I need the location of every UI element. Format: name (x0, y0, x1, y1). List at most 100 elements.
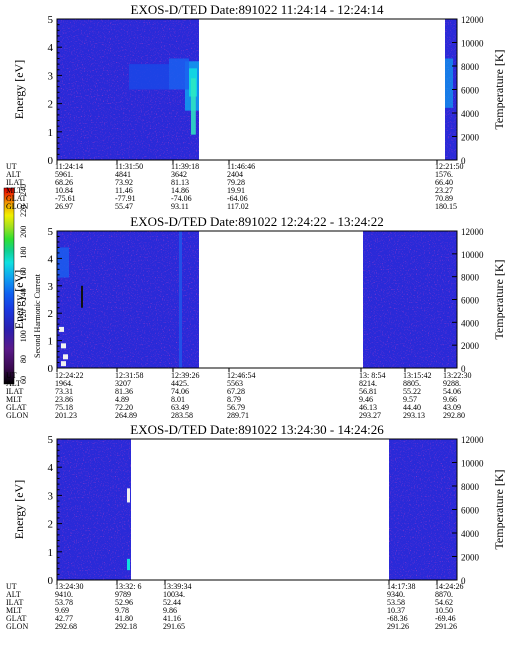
y-tick-label: 5 (48, 434, 54, 446)
ephemeris-value: 291.26 (435, 622, 457, 631)
ephemeris-value: 11:39:18 (171, 162, 199, 171)
y2-tick-label: 12000 (461, 15, 484, 25)
data-span-texture (57, 231, 199, 368)
ephemeris-value: 11:24:14 (55, 162, 83, 171)
ephemeris-value: 12:39:26 (171, 371, 199, 380)
y-axis-label: Energy [eV] (12, 270, 26, 329)
chart-title: EXOS-D/TED Date:891022 11:24:14 - 12:24:… (131, 2, 384, 17)
ephemeris-value: 10034. (163, 590, 185, 599)
y2-tick-label: 6000 (461, 506, 480, 516)
ephemeris-row-label: GLAT (6, 614, 27, 623)
y2-tick-label: 12000 (461, 435, 484, 445)
y-tick-label: 3 (48, 490, 54, 502)
ephemeris-value: 41.80 (115, 614, 133, 623)
ephemeris-value: 1576. (435, 170, 453, 179)
ephemeris-row-label: UT (6, 371, 17, 380)
y2-axis-label: Temperature [K] (492, 259, 505, 339)
ephemeris-value: 9.69 (55, 606, 69, 615)
ephemeris-row-label: ILAT (6, 598, 23, 607)
ephemeris-row-label: UT (6, 162, 17, 171)
ephemeris-value: 180.15 (435, 202, 457, 211)
ephemeris-value: 75.18 (55, 403, 73, 412)
y-tick-label: 3 (48, 281, 54, 293)
y2-tick-label: 10000 (461, 459, 484, 469)
ephemeris-value: -75.61 (55, 194, 76, 203)
y-tick-label: 4 (48, 462, 54, 474)
colorbar-tick-label: 100 (19, 330, 28, 342)
signal-band (129, 64, 169, 90)
y-axis-label: Energy [eV] (12, 480, 26, 539)
y2-tick-label: 0 (461, 576, 466, 586)
colorbar-tick-label: 180 (19, 247, 28, 259)
ephemeris-row-label: GLON (6, 411, 28, 420)
ephemeris-value: 292.18 (115, 622, 137, 631)
ephemeris-value: 56.81 (359, 387, 377, 396)
chart-panel: EXOS-D/TED Date:891022 12:24:22 - 13:24:… (6, 214, 505, 420)
y2-tick-label: 12000 (461, 227, 484, 237)
ephemeris-value: 14:17:38 (387, 582, 415, 591)
y-tick-label: 2 (48, 308, 54, 320)
ephemeris-value: -77.91 (115, 194, 136, 203)
ephemeris-value: 11:46:46 (227, 162, 255, 171)
colorbar-scale (3, 187, 15, 385)
ephemeris-row-label: GLAT (6, 194, 27, 203)
y-tick-label: 5 (48, 226, 54, 238)
y-tick-label: 0 (48, 363, 54, 375)
data-span-texture (363, 231, 457, 368)
signal-spot (59, 326, 64, 332)
ephemeris-value: 12:31:58 (115, 371, 143, 380)
ephemeris-value: 8.79 (227, 395, 241, 404)
colorbar-label: Second Harmonic Current (33, 273, 42, 358)
signal-spot (127, 488, 130, 503)
ephemeris-value: 8.01 (171, 395, 185, 404)
ephemeris-value: 54.62 (435, 598, 453, 607)
y2-tick-label: 4000 (461, 529, 480, 539)
y2-tick-label: 2000 (461, 133, 480, 143)
ephemeris-value: 53.58 (387, 598, 405, 607)
signal-spot (127, 558, 130, 571)
ephemeris-value: 8214. (359, 379, 377, 388)
y-tick-label: 2 (48, 519, 54, 531)
colorbar-tick-label: 240 (19, 184, 28, 196)
signal-band (57, 247, 69, 278)
ephemeris-value: 14.86 (171, 186, 189, 195)
y2-tick-label: 2000 (461, 341, 480, 351)
ephemeris-value: 52.44 (163, 598, 181, 607)
ephemeris-value: 55.22 (403, 387, 421, 396)
y2-tick-label: 6000 (461, 86, 480, 96)
ephemeris-value: 81.36 (115, 387, 133, 396)
y2-tick-label: 8000 (461, 273, 480, 283)
y-axis-label: Energy [eV] (12, 60, 26, 119)
ephemeris-value: 9.46 (359, 395, 373, 404)
ephemeris-value: 10.50 (435, 606, 453, 615)
data-span-texture (389, 439, 457, 580)
ephemeris-value: 4425. (171, 379, 189, 388)
ephemeris-value: 293.27 (359, 411, 381, 420)
panels: EXOS-D/TED Date:891022 11:24:14 - 12:24:… (6, 2, 505, 631)
ephemeris-row-label: MLT (6, 186, 22, 195)
ephemeris-value: -68.36 (387, 614, 408, 623)
chart-panel: EXOS-D/TED Date:891022 11:24:14 - 12:24:… (6, 2, 505, 211)
ephemeris-value: 8870. (435, 590, 453, 599)
y-tick-label: 0 (48, 155, 54, 167)
ephemeris-value: 54.06 (443, 387, 461, 396)
ephemeris-value: 63.49 (171, 403, 189, 412)
ephemeris-value: 13:22:30 (443, 371, 471, 380)
y-tick-label: 3 (48, 70, 54, 82)
ephemeris-value: 23.86 (55, 395, 73, 404)
ephemeris-value: 9340. (387, 590, 405, 599)
ephemeris-value: 13:32: 6 (115, 582, 141, 591)
signal-spot (81, 285, 83, 308)
ephemeris-row-label: GLON (6, 202, 28, 211)
ephemeris-value: 74.06 (171, 387, 189, 396)
y2-tick-label: 0 (461, 156, 466, 166)
y2-axis-label: Temperature [K] (492, 49, 505, 129)
ephemeris-value: 9.57 (403, 395, 417, 404)
ephemeris-value: 9410. (55, 590, 73, 599)
ephemeris-value: 26.97 (55, 202, 73, 211)
ephemeris-value: 43.09 (443, 403, 461, 412)
y2-axis-label: Temperature [K] (492, 469, 505, 549)
colorbar-ticks: 60 80 100 120 140 160 180 200 220 240 (19, 184, 28, 384)
y-tick-label: 2 (48, 99, 54, 111)
